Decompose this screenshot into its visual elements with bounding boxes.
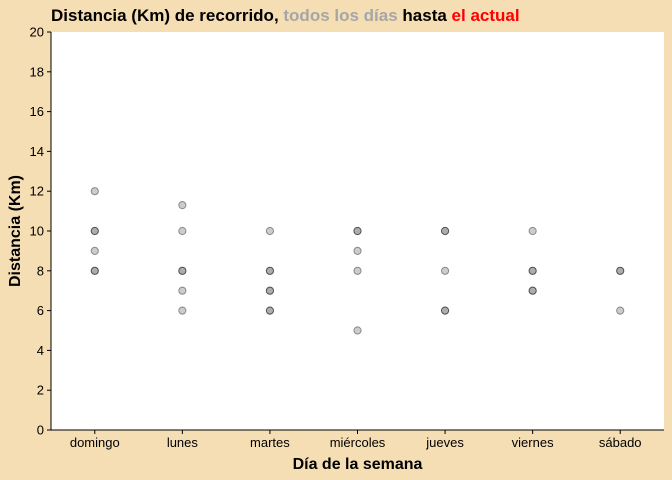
chart-title: Distancia (Km) de recorrido, todos los d… bbox=[51, 6, 520, 25]
plot-panel bbox=[51, 32, 664, 430]
x-axis-title: Día de la semana bbox=[293, 456, 423, 473]
data-point bbox=[90, 187, 99, 196]
data-point bbox=[616, 306, 625, 315]
data-point bbox=[528, 286, 537, 295]
data-point bbox=[528, 266, 537, 275]
data-point bbox=[440, 226, 450, 236]
data-point bbox=[178, 286, 187, 295]
x-tick-label: martes bbox=[250, 435, 290, 450]
data-point bbox=[90, 226, 99, 236]
x-tick-label: miércoles bbox=[330, 435, 386, 450]
data-point bbox=[265, 306, 275, 315]
data-point bbox=[616, 266, 625, 275]
data-point bbox=[178, 226, 187, 236]
data-point bbox=[265, 266, 275, 275]
y-axis-title: Distancia (Km) bbox=[7, 175, 24, 287]
x-tick-label: domingo bbox=[70, 435, 120, 450]
y-tick-label: 10 bbox=[30, 224, 44, 239]
data-point bbox=[353, 226, 362, 236]
y-tick-label: 20 bbox=[30, 25, 44, 40]
y-tick-label: 4 bbox=[37, 343, 44, 358]
title-part-1: Distancia (Km) de recorrido, bbox=[51, 6, 283, 25]
data-point bbox=[353, 226, 362, 236]
data-point bbox=[528, 286, 537, 295]
y-axis-ticks: 0 2 4 6 8 10 12 14 16 18 20 bbox=[30, 25, 51, 438]
y-tick-label: 0 bbox=[37, 423, 44, 438]
data-point bbox=[440, 266, 450, 275]
title-part-2: todos los días bbox=[283, 6, 397, 25]
x-tick-label: viernes bbox=[512, 435, 554, 450]
y-tick-label: 12 bbox=[30, 184, 44, 199]
x-tick-label: sábado bbox=[599, 435, 642, 450]
title-part-3: hasta bbox=[398, 6, 452, 25]
data-point bbox=[178, 266, 187, 275]
title-part-4: el actual bbox=[452, 6, 520, 25]
x-tick-label: jueves bbox=[425, 435, 464, 450]
data-point bbox=[440, 306, 450, 315]
data-point bbox=[265, 306, 275, 315]
data-point bbox=[440, 306, 450, 315]
data-point bbox=[353, 266, 362, 275]
y-tick-label: 18 bbox=[30, 64, 44, 79]
data-point bbox=[265, 286, 275, 295]
data-point bbox=[178, 306, 187, 315]
data-point bbox=[265, 266, 275, 275]
data-point bbox=[90, 246, 99, 255]
data-point bbox=[178, 266, 187, 275]
data-point bbox=[265, 286, 275, 295]
data-point bbox=[90, 226, 99, 236]
y-tick-label: 2 bbox=[37, 383, 44, 398]
y-tick-label: 8 bbox=[37, 263, 44, 278]
points-layer bbox=[90, 187, 625, 335]
data-point bbox=[90, 266, 99, 275]
data-point bbox=[528, 266, 537, 275]
y-tick-label: 14 bbox=[30, 144, 44, 159]
data-point bbox=[528, 226, 537, 236]
data-point bbox=[616, 266, 625, 275]
data-point bbox=[178, 201, 187, 210]
y-tick-label: 6 bbox=[37, 303, 44, 318]
x-tick-label: lunes bbox=[167, 435, 199, 450]
data-point bbox=[353, 246, 362, 255]
data-point bbox=[90, 266, 99, 275]
data-point bbox=[353, 326, 362, 335]
x-axis-ticks: domingo lunes martes miércoles jueves viernes… bbox=[70, 430, 642, 450]
y-tick-label: 16 bbox=[30, 104, 44, 119]
data-point bbox=[265, 226, 275, 236]
data-point bbox=[440, 226, 450, 236]
